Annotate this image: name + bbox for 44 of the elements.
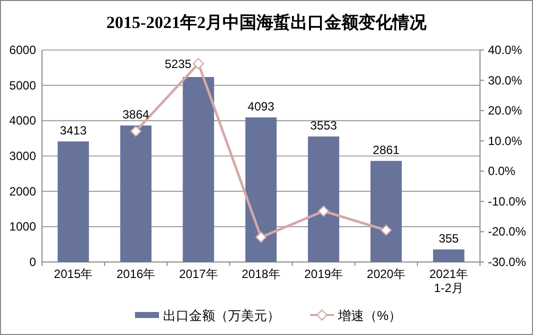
point xyxy=(255,232,267,243)
point xyxy=(318,206,330,217)
bar xyxy=(182,77,214,262)
x-tick-label: 2018年 xyxy=(242,267,280,281)
x-tick-label: 2021年 1-2月 xyxy=(429,267,468,295)
data-label: 4093 xyxy=(248,99,275,114)
y-tick-label: 3000 xyxy=(9,149,36,163)
data-label: 3553 xyxy=(310,118,338,132)
legend-label: 出口金额（万美元） xyxy=(163,308,280,323)
y2-tick-label: 0.0% xyxy=(488,164,516,178)
bar xyxy=(120,125,152,262)
x-tick-label: 2019年 xyxy=(304,267,343,281)
y2-tick-label: -20.0% xyxy=(488,224,526,239)
bar xyxy=(370,160,402,262)
y-tick-label: 1000 xyxy=(9,220,36,234)
bar xyxy=(308,136,340,262)
data-label: 3413 xyxy=(60,123,87,138)
y-tick-label: 0 xyxy=(29,255,36,269)
data-label: 3864 xyxy=(122,107,150,122)
data-label: 355 xyxy=(438,231,460,246)
chart-title: 2015-2021年2月中国海蜇出口金额变化情况 xyxy=(106,13,428,32)
point xyxy=(380,224,392,236)
y-tick-label: 5000 xyxy=(9,78,36,92)
y-tick-label: 4000 xyxy=(9,114,36,128)
x-tick-label: 2015年 xyxy=(54,267,93,281)
y2-tick-label: 40.0% xyxy=(488,43,522,57)
legend-label: 增速（%） xyxy=(337,308,402,323)
y2-tick-label: 30.0% xyxy=(488,73,522,88)
y-tick-label: 6000 xyxy=(9,43,36,57)
bar xyxy=(433,249,464,262)
y2-tick-label: -10.0% xyxy=(488,194,526,208)
bar xyxy=(58,141,89,262)
y2-tick-label: 20.0% xyxy=(488,104,522,118)
point xyxy=(130,126,142,137)
data-label: 5235 xyxy=(164,57,192,72)
y2-tick-label: -30.0% xyxy=(488,255,526,269)
y2-tick-label: 10.0% xyxy=(488,134,522,148)
bar xyxy=(245,117,277,262)
data-label: 2861 xyxy=(372,142,400,157)
y-tick-label: 2000 xyxy=(9,184,36,198)
point xyxy=(192,58,204,70)
x-tick-label: 2016年 xyxy=(116,267,156,281)
x-tick-label: 2017年 xyxy=(179,267,218,281)
x-tick-label: 2020年 xyxy=(366,267,406,281)
